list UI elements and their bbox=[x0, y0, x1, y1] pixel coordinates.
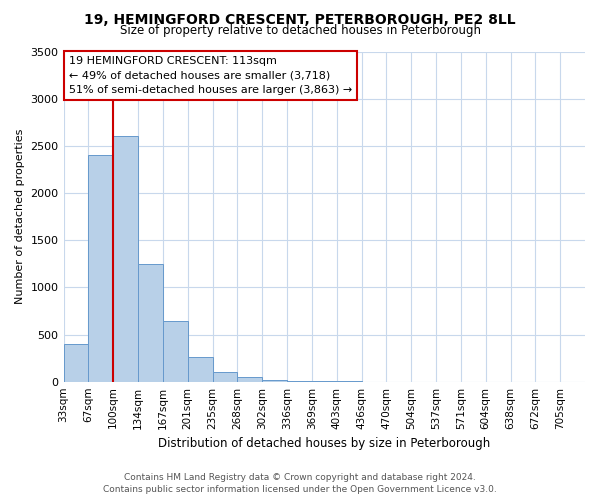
Bar bbox=[188, 357, 212, 382]
Bar bbox=[138, 264, 163, 382]
Bar bbox=[64, 344, 88, 382]
Text: Size of property relative to detached houses in Peterborough: Size of property relative to detached ho… bbox=[119, 24, 481, 37]
Y-axis label: Number of detached properties: Number of detached properties bbox=[15, 129, 25, 304]
Bar bbox=[163, 322, 188, 382]
Bar bbox=[238, 377, 262, 382]
X-axis label: Distribution of detached houses by size in Peterborough: Distribution of detached houses by size … bbox=[158, 437, 490, 450]
Text: 19, HEMINGFORD CRESCENT, PETERBOROUGH, PE2 8LL: 19, HEMINGFORD CRESCENT, PETERBOROUGH, P… bbox=[84, 12, 516, 26]
Bar bbox=[262, 380, 287, 382]
Bar bbox=[88, 156, 113, 382]
Bar bbox=[113, 136, 138, 382]
Bar bbox=[212, 372, 238, 382]
Text: 19 HEMINGFORD CRESCENT: 113sqm
← 49% of detached houses are smaller (3,718)
51% : 19 HEMINGFORD CRESCENT: 113sqm ← 49% of … bbox=[69, 56, 352, 96]
Text: Contains HM Land Registry data © Crown copyright and database right 2024.
Contai: Contains HM Land Registry data © Crown c… bbox=[103, 472, 497, 494]
